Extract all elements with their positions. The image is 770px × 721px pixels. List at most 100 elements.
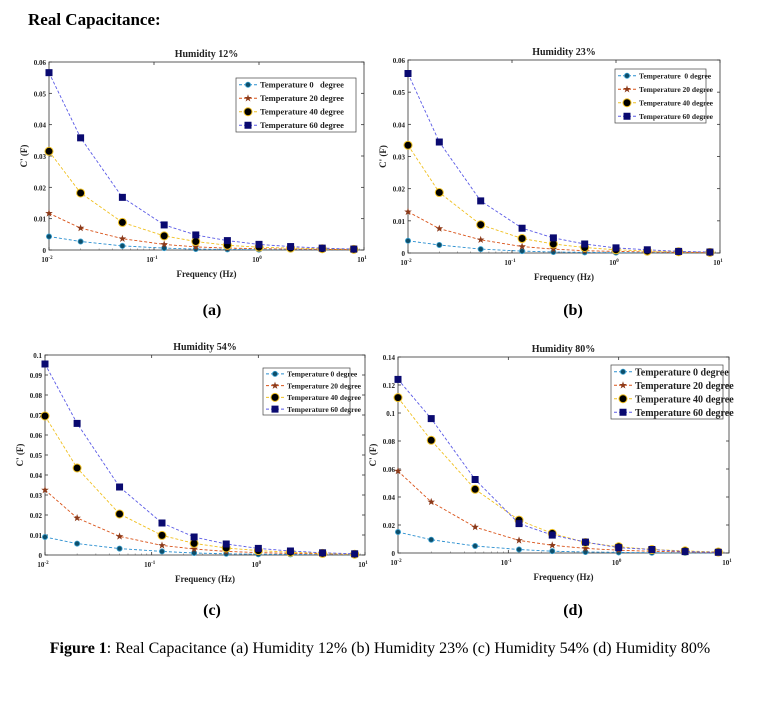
x-tick-base: 10 [357, 256, 365, 264]
y-tick-label: 0 [392, 550, 396, 558]
data-point [159, 548, 166, 555]
data-point [404, 207, 412, 216]
data-point [436, 241, 443, 248]
y-tick-label: 0.02 [393, 186, 406, 194]
data-point [118, 234, 127, 242]
series-line [407, 73, 710, 253]
chart-title: Humidity 12% [175, 49, 239, 60]
y-tick-label: 0.05 [393, 89, 406, 97]
x-tick-base: 10 [358, 561, 366, 569]
x-tick-base: 10 [144, 561, 152, 569]
x-tick-exponent: 1 [365, 561, 368, 566]
data-point [189, 538, 199, 548]
data-point [548, 531, 556, 539]
data-point [116, 545, 123, 552]
data-point [394, 375, 402, 383]
data-point [158, 541, 166, 549]
data-point [255, 240, 263, 248]
x-tick-label: 100 [252, 256, 262, 264]
data-point [394, 467, 402, 475]
legend-marker [271, 370, 278, 377]
x-tick-exponent: 1 [364, 256, 367, 261]
x-tick-base: 10 [41, 256, 49, 264]
chart-panel-d: Humidity 80% Frequency (Hz) C' (F) 0 0.02 0.0… [368, 344, 734, 582]
series-line [397, 379, 719, 553]
data-point [476, 235, 485, 243]
y-axis-label: C' (F) [15, 444, 25, 467]
y-tick-label: 0.04 [393, 121, 406, 129]
data-point [403, 140, 413, 150]
x-tick-exponent: -2 [44, 561, 49, 566]
data-point [45, 69, 53, 77]
legend-marker [620, 368, 627, 375]
data-point [40, 411, 50, 421]
data-point [471, 476, 479, 483]
data-point [428, 536, 435, 543]
data-point [477, 197, 485, 205]
x-tick-exponent: 0 [616, 259, 619, 264]
legend-entry: Temperature 0 degree [287, 370, 358, 379]
legend: Temperature 0 degree Temperature 20 degre… [610, 364, 734, 420]
panel-label-b: (b) [563, 302, 583, 319]
series-line [397, 470, 719, 554]
chart-title: Humidity 54% [173, 342, 237, 353]
x-tick-exponent: 1 [729, 559, 732, 564]
legend-marker [244, 121, 252, 129]
data-point [435, 138, 443, 146]
y-tick-label: 0.01 [34, 216, 47, 224]
y-tick-label: 0.1 [386, 410, 395, 418]
data-point [190, 545, 198, 553]
x-tick-label: 101 [357, 256, 367, 264]
data-point [549, 245, 558, 253]
legend-marker [623, 112, 631, 120]
chart-title: Humidity 80% [532, 344, 596, 355]
x-tick-exponent: -1 [153, 256, 158, 261]
x-tick-base: 10 [252, 561, 260, 569]
y-tick-label: 0.06 [34, 59, 47, 67]
x-tick-base: 10 [501, 559, 509, 567]
x-tick-exponent: 1 [720, 259, 723, 264]
data-point [223, 237, 231, 245]
legend-entry: Temperature 20 degree [260, 93, 344, 103]
x-tick-exponent: -2 [397, 559, 402, 564]
data-point [581, 240, 589, 248]
legend-marker [618, 394, 628, 404]
y-tick-label: 0.1 [33, 352, 42, 360]
legend-entry: Temperature 60 degree [287, 405, 362, 414]
y-tick-label: 0.02 [30, 512, 43, 520]
y-tick-label: 0.05 [34, 90, 47, 98]
data-point [615, 544, 623, 552]
data-point [76, 188, 86, 198]
legend-entry: Temperature 40 degree [260, 107, 344, 117]
x-tick-exponent: 0 [259, 256, 262, 261]
x-tick-base: 10 [146, 256, 154, 264]
data-point [714, 548, 722, 556]
x-tick-label: 10-1 [501, 559, 513, 567]
panel-label-c: (c) [203, 602, 221, 619]
legend-marker [623, 85, 631, 93]
legend-marker [271, 381, 279, 389]
x-tick-base: 10 [504, 259, 512, 267]
y-tick-label: 0.08 [383, 438, 396, 446]
data-point [119, 242, 126, 249]
series-line [44, 536, 355, 556]
y-tick-label: 0.06 [383, 466, 396, 474]
x-tick-exponent: 0 [259, 561, 262, 566]
data-point [116, 483, 124, 491]
y-axis-label: C' (F) [19, 145, 29, 168]
x-tick-label: 10-1 [146, 256, 158, 264]
x-tick-base: 10 [37, 561, 45, 569]
data-point [41, 360, 49, 368]
chart-panel-a: Humidity 12% Frequency (Hz) C' (F) 0 0.01 0.0… [19, 49, 367, 279]
legend-entry: Temperature 0 degree [635, 367, 729, 378]
data-point [46, 233, 53, 240]
legend: Temperature 0 degree Temperature 20 degre… [614, 68, 714, 124]
data-point [612, 244, 620, 252]
x-tick-label: 10-2 [390, 559, 402, 567]
y-tick-label: 0.12 [383, 382, 396, 390]
data-point [350, 245, 358, 253]
data-point [319, 549, 327, 557]
legend-box [610, 364, 724, 420]
x-tick-exponent: -1 [511, 259, 516, 264]
